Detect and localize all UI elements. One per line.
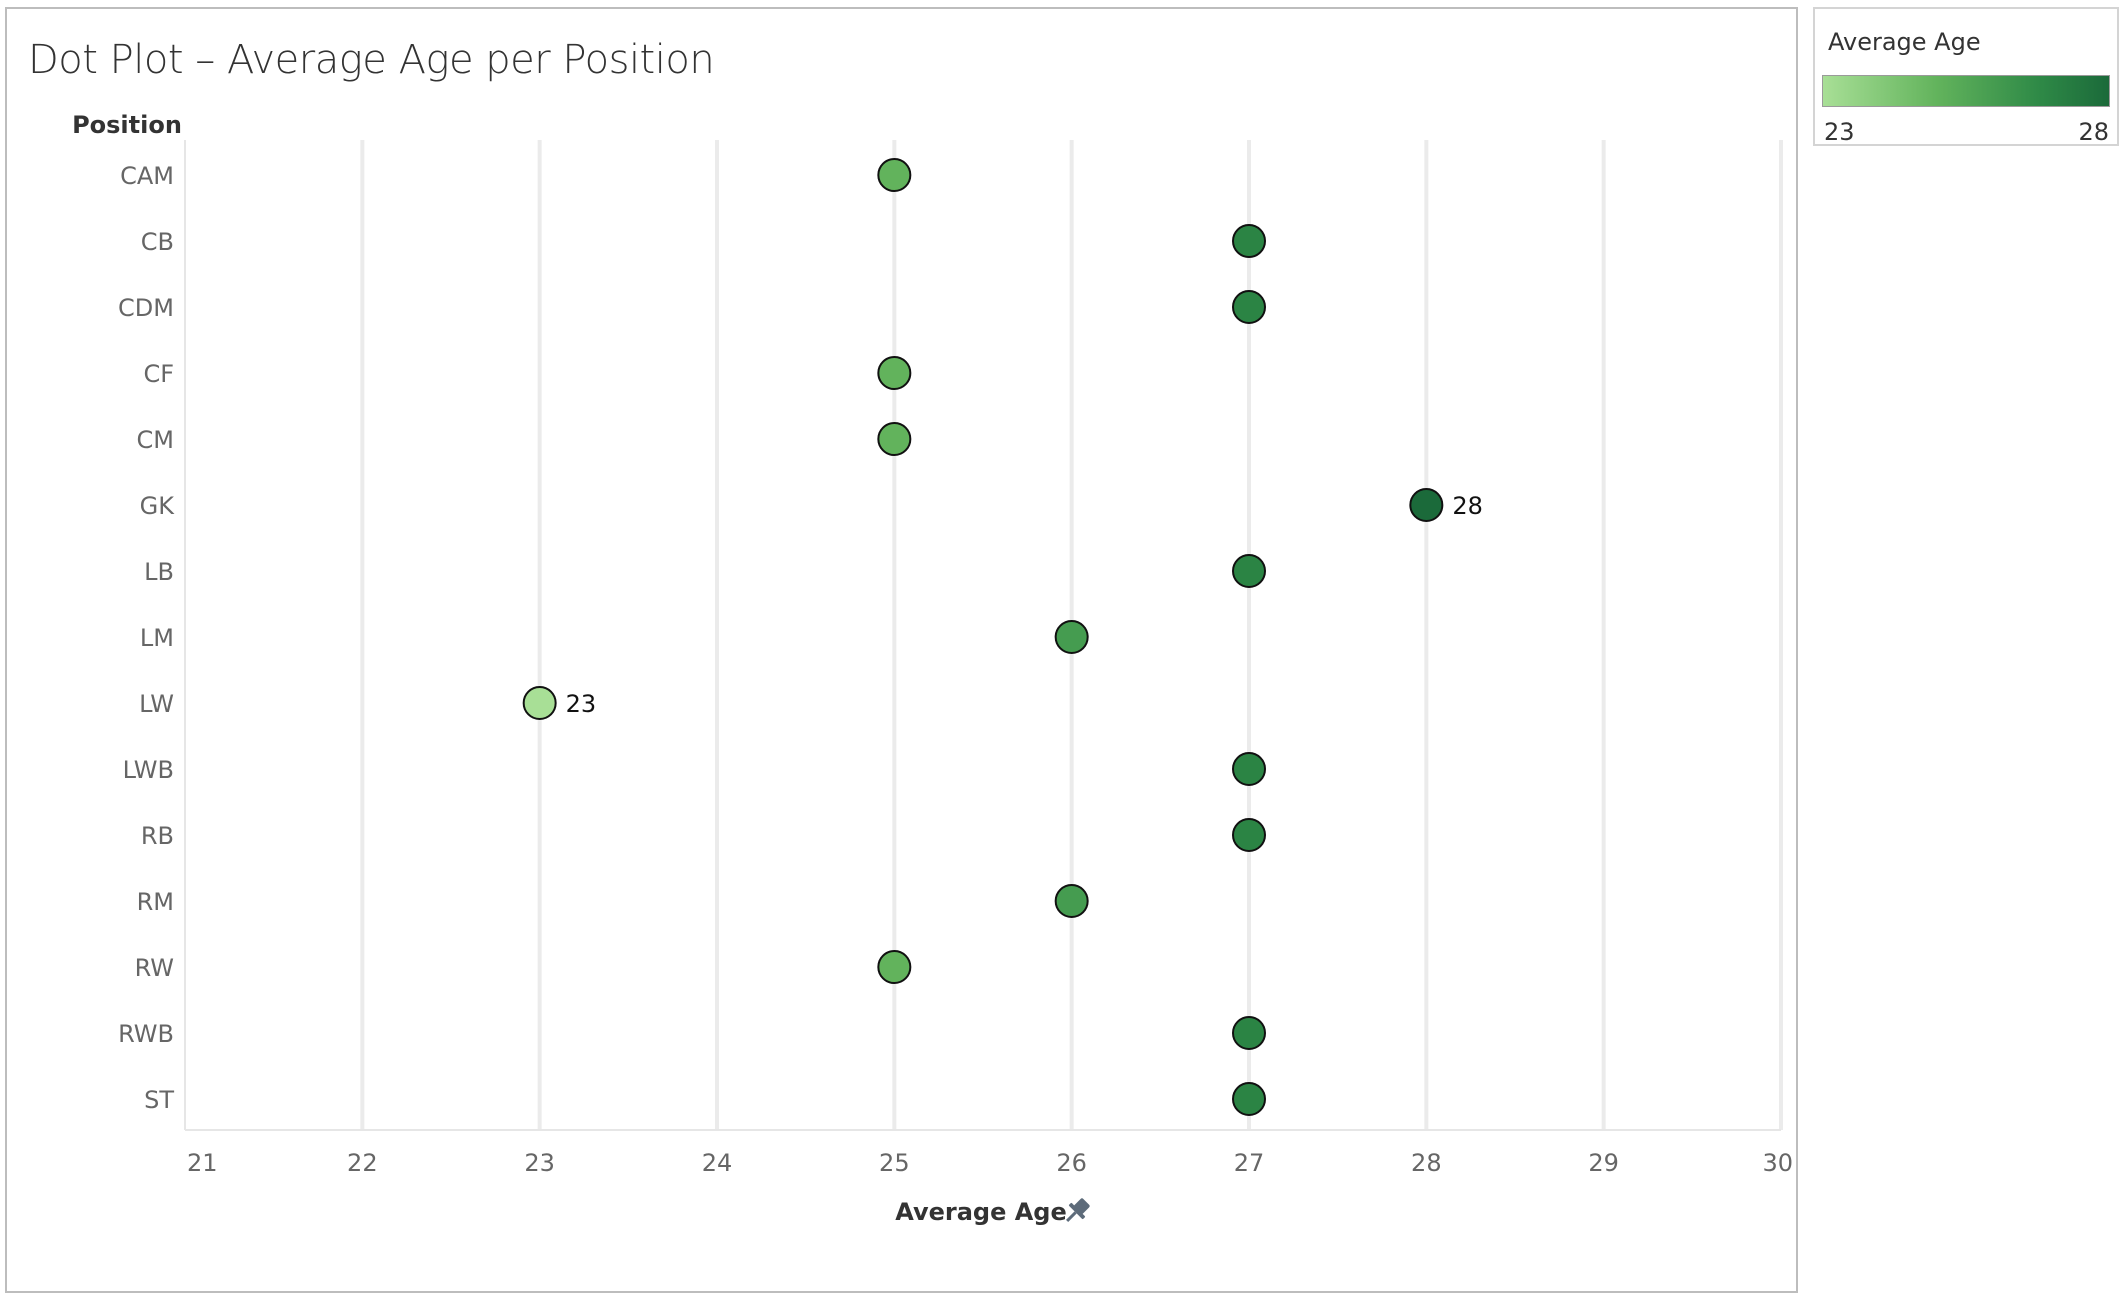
x-tick-label: 24 xyxy=(702,1149,733,1177)
x-axis-labels: 21 22 23 24 25 26 27 28 29 30 xyxy=(187,1149,1793,1177)
x-tick-label: 21 xyxy=(187,1149,218,1177)
y-tick-label: RWB xyxy=(118,1020,174,1048)
x-tick-label: 25 xyxy=(879,1149,910,1177)
legend-title: Average Age xyxy=(1828,28,1981,56)
x-tick-label: 30 xyxy=(1762,1149,1793,1177)
data-point xyxy=(1232,818,1266,852)
y-tick-label: CM xyxy=(137,426,174,454)
data-point xyxy=(877,356,912,390)
y-tick-label: LW xyxy=(139,690,174,718)
data-point xyxy=(1232,1082,1266,1116)
x-tick-label: 23 xyxy=(524,1149,555,1177)
legend-min-label: 23 xyxy=(1824,118,1855,146)
data-label: 28 xyxy=(1452,492,1483,520)
data-point xyxy=(522,686,557,720)
x-tick-label: 22 xyxy=(347,1149,378,1177)
x-tick-label: 27 xyxy=(1234,1149,1265,1177)
y-tick-label: GK xyxy=(140,492,176,520)
data-labels: 28 23 xyxy=(566,492,1483,718)
chart-panel: Dot Plot – Average Age per Position xyxy=(5,7,1798,1293)
y-tick-label: LWB xyxy=(123,756,174,784)
gridlines xyxy=(184,140,1783,1130)
data-points xyxy=(522,158,1444,1116)
y-tick-label: RW xyxy=(135,954,174,982)
x-tick-label: 28 xyxy=(1411,1149,1442,1177)
y-tick-label: RM xyxy=(137,888,174,916)
chart-title: Dot Plot – Average Age per Position xyxy=(28,37,715,83)
y-tick-label: LM xyxy=(140,624,174,652)
legend-color-ramp xyxy=(1822,75,2110,107)
y-axis-title: Position xyxy=(72,111,182,139)
data-point xyxy=(1054,884,1089,918)
x-tick-label: 26 xyxy=(1056,1149,1087,1177)
y-tick-label: RB xyxy=(141,822,174,850)
pin-icon[interactable] xyxy=(1060,1195,1093,1228)
data-point xyxy=(877,950,912,984)
data-point xyxy=(1232,290,1266,324)
data-point xyxy=(877,158,912,192)
x-tick-label: 29 xyxy=(1588,1149,1619,1177)
data-point xyxy=(1409,488,1444,522)
data-label: 23 xyxy=(566,690,597,718)
x-axis-title: Average Age xyxy=(895,1198,1067,1226)
data-point xyxy=(1232,224,1266,258)
data-point xyxy=(877,422,912,456)
data-point xyxy=(1232,752,1266,786)
y-tick-label: LB xyxy=(144,558,174,586)
color-legend: Average Age 23 28 xyxy=(1813,7,2119,146)
data-point xyxy=(1232,1016,1266,1050)
y-axis-labels: CAM CB CDM CF CM GK LB LM LW LWB RB RM RW RWB ST xyxy=(118,162,175,1114)
data-point xyxy=(1232,554,1266,588)
y-tick-label: ST xyxy=(144,1086,174,1114)
y-tick-label: CF xyxy=(143,360,174,388)
y-tick-label: CDM xyxy=(118,294,174,322)
legend-max-label: 28 xyxy=(2078,118,2109,146)
data-point xyxy=(1054,620,1089,654)
y-tick-label: CAM xyxy=(120,162,174,190)
y-tick-label: CB xyxy=(141,228,174,256)
